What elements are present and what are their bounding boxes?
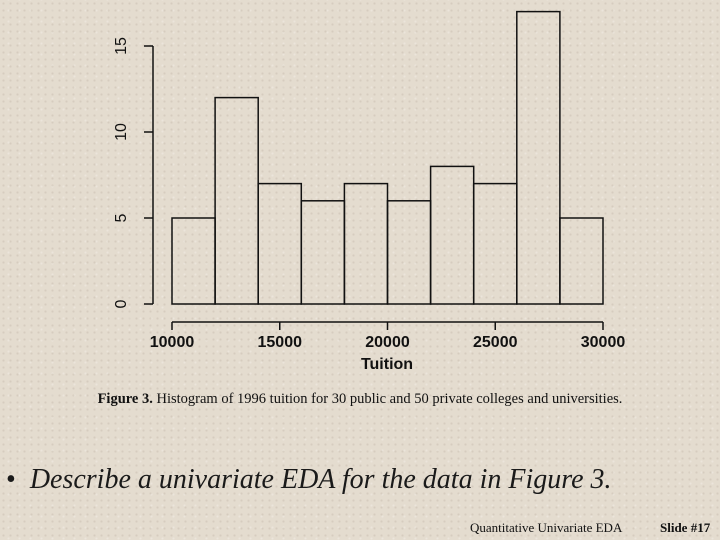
footer-title: Quantitative Univariate EDA	[470, 520, 623, 535]
y-tick-label: 0	[113, 299, 130, 308]
y-tick-label: 10	[113, 123, 130, 141]
histogram-bars	[171, 10, 604, 305]
histogram-bar	[386, 200, 432, 305]
figure-caption-text: Histogram of 1996 tuition for 30 public …	[156, 391, 623, 407]
histogram-bar	[429, 165, 475, 305]
x-tick-label: 10000	[150, 334, 195, 351]
figure-caption: Figure 3. Histogram of 1996 tuition for …	[0, 391, 720, 408]
x-tick-label: 30000	[581, 334, 626, 351]
bullet-symbol: •	[6, 464, 16, 495]
bullet-point: • Describe a univariate EDA for the data …	[6, 464, 612, 496]
histogram-bar	[300, 200, 346, 305]
histogram-bar	[516, 10, 561, 305]
histogram-bar	[559, 217, 604, 305]
x-axis-label: Tuition	[361, 356, 413, 373]
x-tick-label: 15000	[258, 334, 303, 351]
histogram-bar	[257, 182, 303, 305]
histogram-chart: 0 5 10 15 10000 15000 20000 25000 30000 Tuition	[113, 10, 626, 373]
x-tick-label: 20000	[365, 334, 410, 351]
histogram-bar	[171, 217, 216, 305]
y-axis: 0 5 10 15	[113, 37, 154, 308]
x-tick-label: 25000	[473, 334, 518, 351]
slide-number: Slide #17	[660, 520, 711, 535]
histogram-bar	[472, 182, 518, 305]
x-axis: 10000 15000 20000 25000 30000	[150, 321, 626, 351]
figure-caption-label: Figure 3.	[97, 391, 153, 407]
bullet-text: Describe a univariate EDA for the data i…	[29, 464, 612, 495]
y-tick-label: 5	[113, 213, 130, 222]
histogram-bar	[214, 96, 259, 305]
histogram-bar	[343, 182, 389, 305]
y-tick-label: 15	[113, 37, 130, 55]
